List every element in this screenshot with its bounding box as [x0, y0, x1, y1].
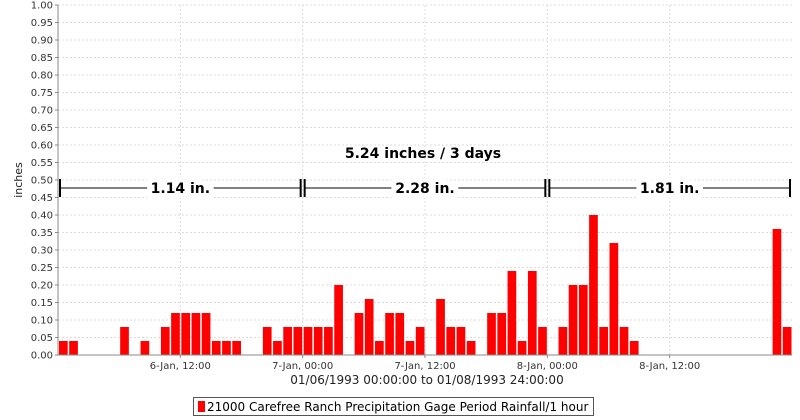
bar [385, 313, 394, 355]
y-tick-label: 1.00 [31, 1, 53, 12]
y-tick-label: 0.95 [31, 18, 53, 29]
y-tick-label: 0.45 [31, 193, 53, 204]
bar [160, 327, 170, 355]
bar [487, 313, 496, 355]
y-tick-label: 0.10 [31, 316, 53, 327]
bar [364, 299, 374, 355]
y-tick-label: 0.30 [31, 246, 53, 257]
daily-total-markers: 1.14 in. 2.28 in. 1.81 in. [59, 176, 791, 202]
bar [568, 285, 578, 355]
x-axis-label: 01/06/1993 00:00:00 to 01/08/1993 24:00:… [290, 373, 563, 387]
bar [222, 341, 231, 355]
bar [171, 313, 180, 355]
bar [497, 313, 507, 355]
y-tick-label: 0.15 [31, 298, 53, 309]
x-tick-label: 8-Jan, 00:00 [517, 361, 578, 372]
bar [191, 313, 201, 355]
y-tick-label: 0.60 [31, 141, 53, 152]
bar [599, 327, 608, 355]
bar [456, 327, 466, 355]
daily-total-label: 1.81 in. [640, 181, 700, 197]
x-tick-label: 7-Jan, 12:00 [394, 361, 455, 372]
bar [609, 243, 619, 355]
y-tick-label: 0.85 [31, 53, 53, 64]
bar [466, 341, 476, 355]
legend-label: 21000 Carefree Ranch Precipitation Gage … [207, 399, 589, 414]
bar [517, 341, 527, 355]
y-tick-label: 0.40 [31, 211, 53, 222]
y-axis-ticks: 0.00 0.05 0.10 0.15 0.20 0.25 0.30 0.35 0.40 0.45… [31, 1, 58, 362]
bar [120, 327, 129, 355]
bar [527, 271, 537, 355]
bar [273, 341, 282, 355]
daily-total-label: 1.14 in. [151, 181, 211, 197]
y-tick-label: 0.50 [31, 176, 53, 187]
bar [395, 313, 405, 355]
bar [354, 313, 364, 355]
bar [538, 327, 547, 355]
bar [507, 271, 517, 355]
y-tick-label: 0.80 [31, 71, 53, 82]
bar [303, 327, 313, 355]
bar [629, 341, 639, 355]
legend: 21000 Carefree Ranch Precipitation Gage … [193, 397, 595, 416]
y-tick-label: 0.55 [31, 158, 53, 169]
legend-swatch [198, 401, 205, 412]
bar [293, 327, 303, 355]
y-tick-label: 0.75 [31, 88, 53, 99]
x-axis-ticks: 6-Jan, 12:00 7-Jan, 00:00 7-Jan, 12:00 8-Ja… [150, 355, 700, 372]
bar [436, 299, 445, 355]
bar [232, 341, 241, 355]
bar [313, 327, 323, 355]
bar [578, 285, 588, 355]
bar [375, 341, 384, 355]
y-tick-label: 0.90 [31, 36, 53, 47]
bar [262, 327, 272, 355]
chart-title: 5.24 inches / 3 days [345, 146, 501, 162]
bar [334, 285, 343, 355]
bar [619, 327, 629, 355]
y-tick-label: 0.35 [31, 228, 53, 239]
y-tick-label: 0.00 [31, 351, 53, 362]
bar [201, 313, 211, 355]
y-tick-label: 0.70 [31, 106, 53, 117]
grid-lines [58, 4, 792, 356]
x-tick-label: 6-Jan, 12:00 [150, 361, 211, 372]
bar [415, 327, 425, 355]
bar [782, 327, 792, 355]
x-tick-label: 7-Jan, 00:00 [272, 361, 333, 372]
daily-total-label: 2.28 in. [395, 181, 455, 197]
y-tick-label: 0.20 [31, 281, 53, 292]
chart: 0.00 0.05 0.10 0.15 0.20 0.25 0.30 0.35 0.40 0.45… [12, 1, 792, 387]
bar [59, 341, 68, 355]
bar [181, 313, 191, 355]
y-tick-label: 0.05 [31, 333, 53, 344]
bar-series [59, 215, 792, 355]
bar [283, 327, 292, 355]
bar [589, 215, 598, 355]
bar [558, 327, 568, 355]
y-tick-label: 0.25 [31, 263, 53, 274]
y-tick-label: 0.65 [31, 123, 53, 134]
bar [446, 327, 456, 355]
bar [69, 341, 78, 355]
bar [324, 327, 333, 355]
y-axis-label: inches [12, 162, 25, 198]
bar [405, 341, 415, 355]
bar [772, 229, 782, 355]
bar [211, 341, 221, 355]
x-tick-label: 8-Jan, 12:00 [639, 361, 700, 372]
bar [140, 341, 150, 355]
